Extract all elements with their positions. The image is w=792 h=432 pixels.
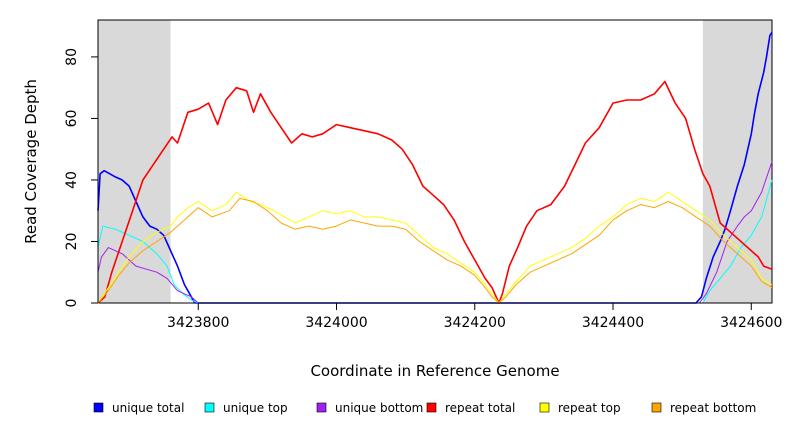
x-tick-label: 3424600: [720, 315, 782, 331]
y-tick-label: 80: [64, 48, 80, 66]
shaded-regions: [98, 20, 772, 303]
y-tick-label: 60: [64, 110, 80, 128]
legend-swatch: [93, 402, 104, 413]
y-axis-title: Read Coverage Depth: [22, 79, 40, 244]
x-tick-label: 3424000: [305, 315, 367, 331]
legend-swatch: [426, 402, 437, 413]
series-line-unique-bottom: [97, 161, 773, 304]
shaded-region-2: [702, 20, 772, 303]
legend: unique total unique top unique bottom repea…: [93, 401, 756, 415]
shaded-region-1: [98, 20, 171, 303]
legend-swatch: [204, 402, 215, 413]
series-line-unique-top: [97, 179, 773, 304]
legend-label: repeat top: [558, 401, 621, 415]
x-tick-label: 3423800: [167, 315, 229, 331]
plot-frame: [97, 19, 773, 304]
legend-label: repeat bottom: [670, 401, 756, 415]
legend-label: repeat total: [445, 401, 515, 415]
series-line-unique-total: [97, 31, 773, 304]
legend-swatch: [651, 402, 662, 413]
legend-label: unique top: [223, 401, 288, 415]
series-line-repeat-top: [97, 191, 773, 304]
x-tick-label: 3424200: [444, 315, 506, 331]
y-tick-label: 0: [64, 299, 80, 308]
legend-label: unique bottom: [335, 401, 423, 415]
legend-swatch: [316, 402, 327, 413]
series-lines: [97, 31, 773, 304]
y-tick-label: 40: [64, 171, 80, 189]
x-axis-title: Coordinate in Reference Genome: [310, 362, 559, 380]
axes: 3423800 3424000 3424200 3424400 3424600 0 20 40…: [64, 48, 782, 331]
series-line-repeat-total: [97, 80, 773, 304]
legend-label: unique total: [112, 401, 184, 415]
y-tick-label: 20: [64, 233, 80, 251]
legend-swatch: [539, 402, 550, 413]
series-line-repeat-bottom: [97, 197, 773, 304]
x-tick-label: 3424400: [582, 315, 644, 331]
